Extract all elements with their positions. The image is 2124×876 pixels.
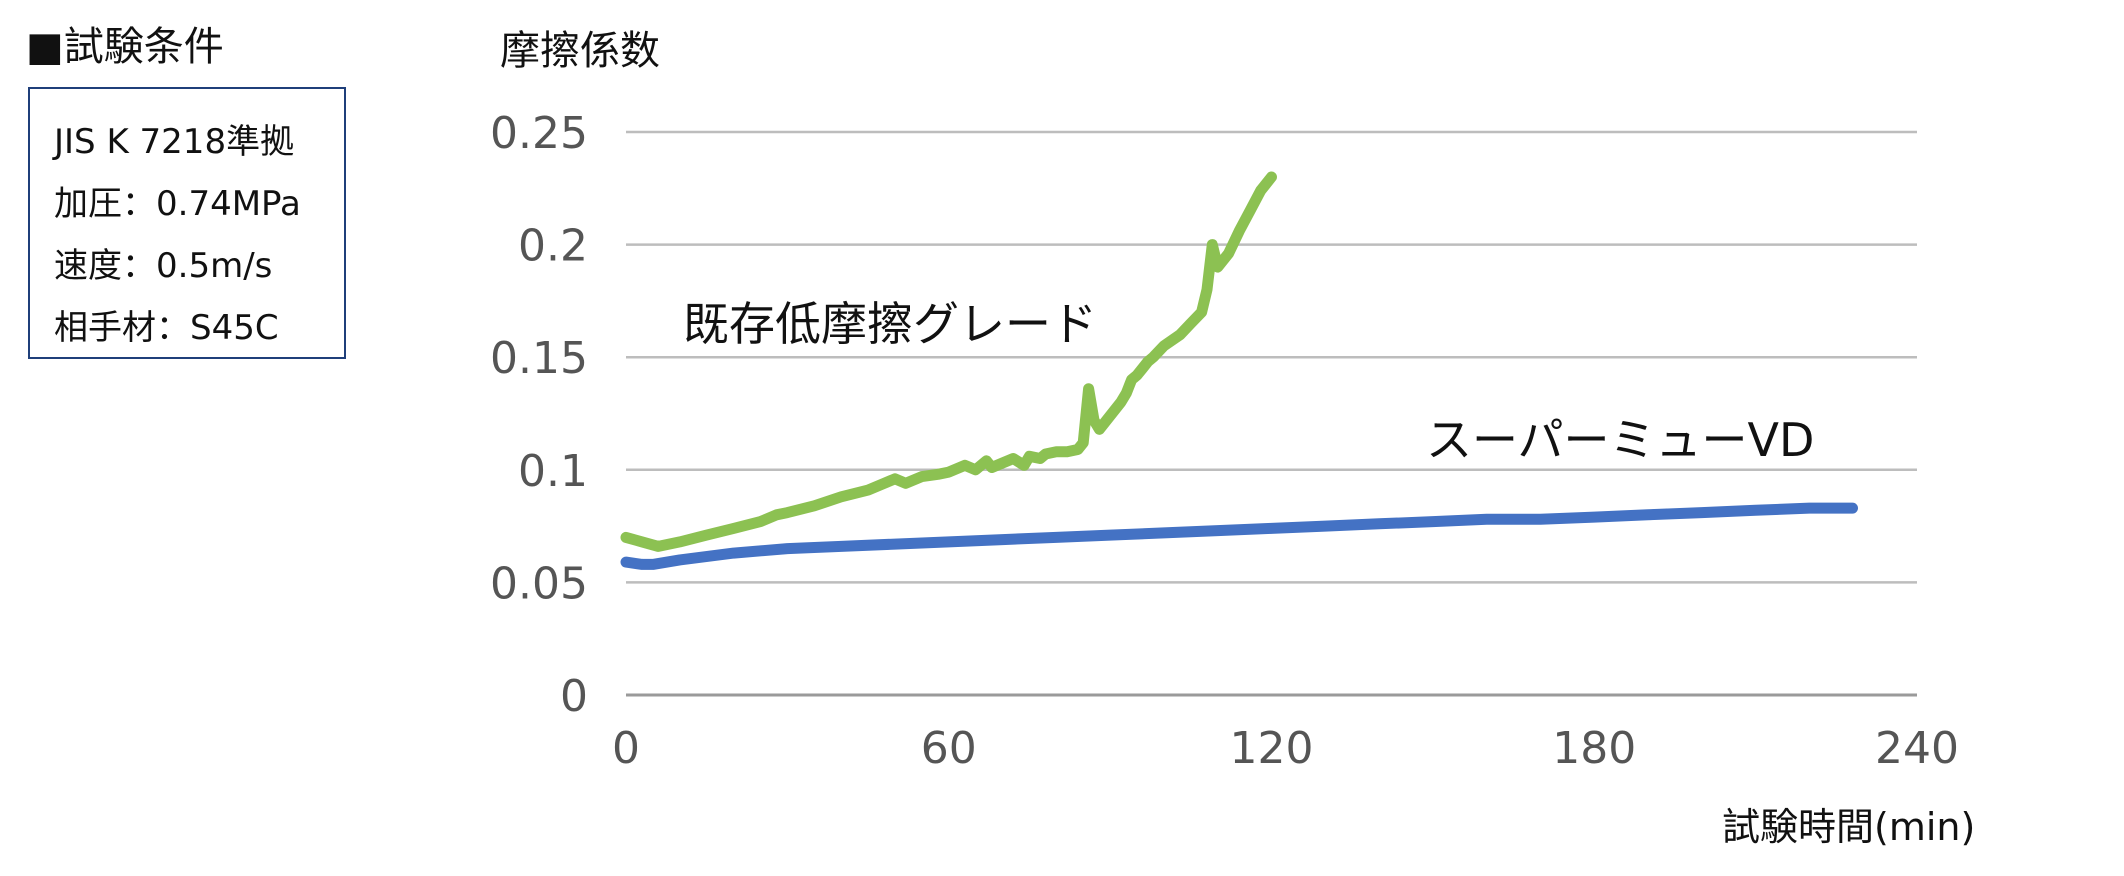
x-tick-label: 60 [921, 723, 977, 774]
series-label-super-mu-vd: スーパーミューVD [1426, 413, 1815, 467]
y-tick-label: 0.05 [490, 558, 588, 609]
condition-standard: JIS K 7218準拠 [54, 122, 295, 162]
series-label-existing-grade: 既存低摩擦グレード [683, 297, 1097, 351]
x-tick-label: 240 [1875, 723, 1959, 774]
series-line-existing-grade [620, 171, 1277, 552]
y-tick-label: 0.2 [518, 221, 588, 272]
y-tick-label: 0.15 [490, 333, 588, 384]
condition-pressure: 加圧：0.74MPa [54, 184, 301, 224]
condition-speed: 速度：0.5m/s [54, 246, 273, 286]
x-tick-label: 0 [612, 723, 640, 774]
series-line-super-mu-vd [620, 502, 1858, 570]
series-lines [620, 171, 1858, 570]
conditions-title: ■試験条件 [26, 24, 224, 70]
x-tick-labels: 0 60 120 180 240 [612, 723, 1959, 774]
x-tick-label: 120 [1230, 723, 1314, 774]
y-tick-label: 0.25 [490, 108, 588, 159]
y-tick-label: 0.1 [518, 446, 588, 497]
y-tick-labels: 0.25 0.2 0.15 0.1 0.05 0 [490, 108, 588, 722]
condition-counter-material: 相手材：S45C [54, 308, 279, 348]
grid-lines [626, 130, 1917, 697]
y-tick-label: 0 [560, 671, 588, 722]
y-axis-label: 摩擦係数 [500, 28, 660, 74]
x-tick-label: 180 [1552, 723, 1636, 774]
conditions-box: JIS K 7218準拠 加圧：0.74MPa 速度：0.5m/s 相手材：S4… [28, 87, 346, 359]
x-axis-label: 試験時間(min) [1722, 805, 1976, 849]
